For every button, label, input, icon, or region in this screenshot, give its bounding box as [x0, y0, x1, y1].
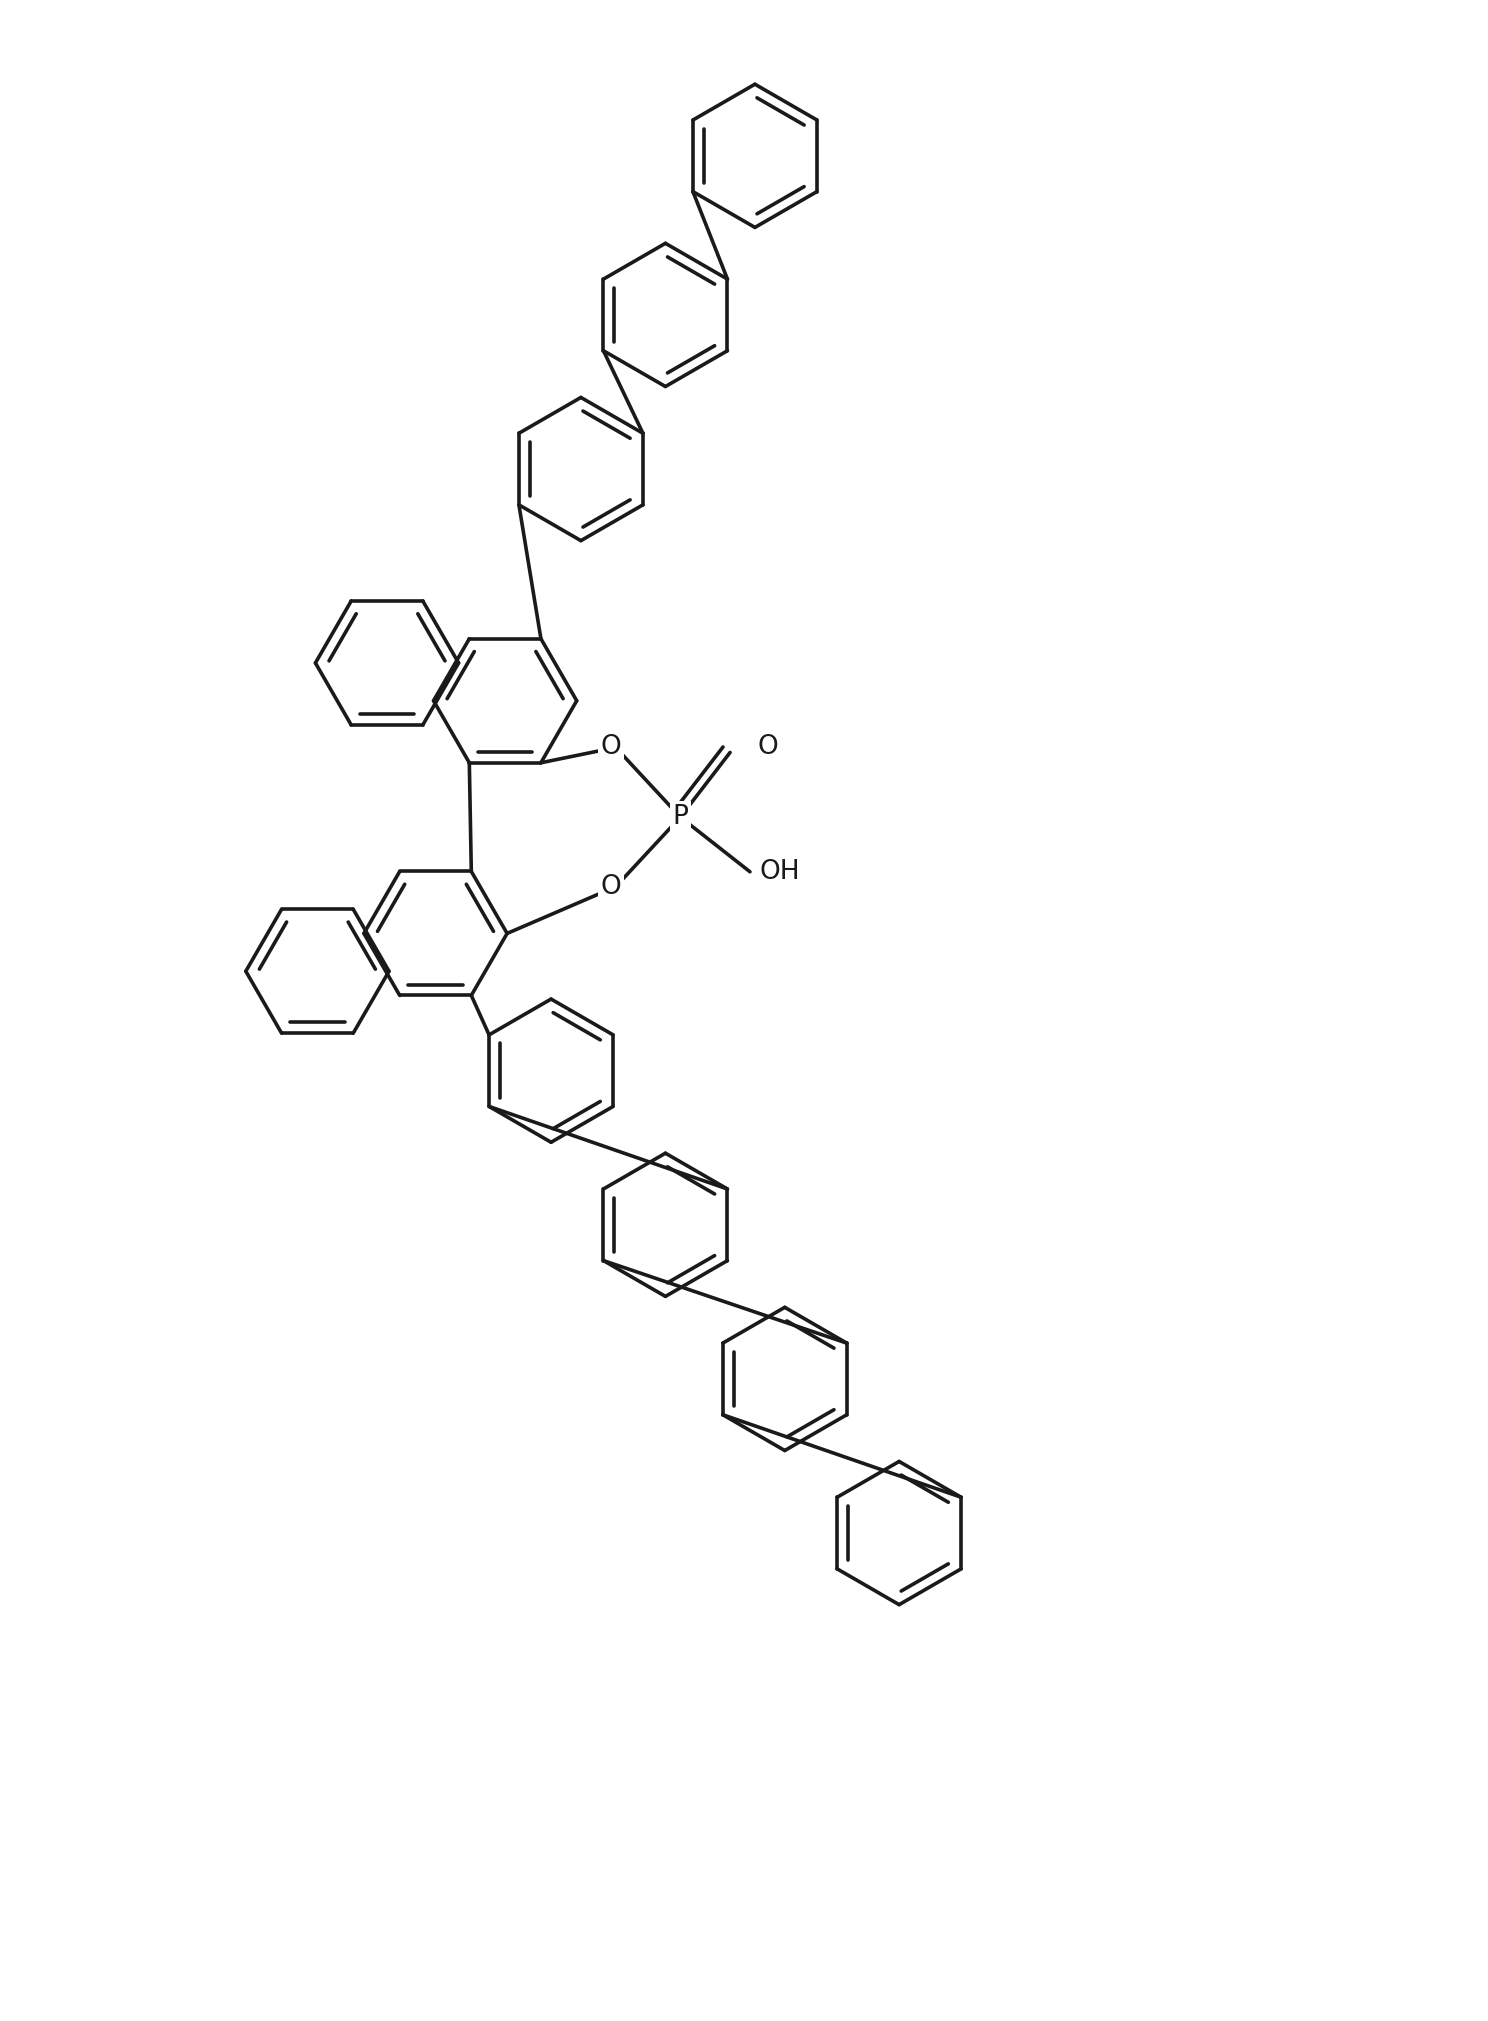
Text: O: O	[600, 873, 620, 899]
Text: O: O	[600, 734, 620, 760]
Text: P: P	[673, 804, 689, 831]
Text: OH: OH	[760, 859, 801, 885]
Text: O: O	[757, 734, 778, 760]
